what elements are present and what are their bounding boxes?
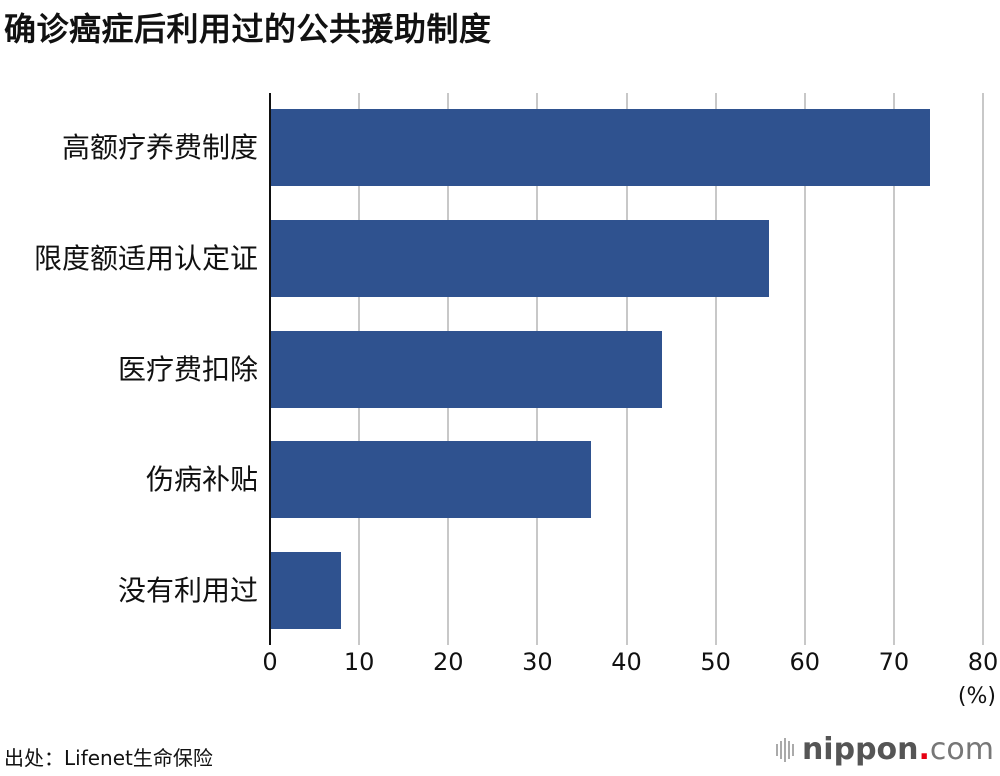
gridline <box>982 93 984 645</box>
x-tick-label: 60 <box>789 648 821 676</box>
x-tick-label: 20 <box>432 648 464 676</box>
x-tick-label: 40 <box>611 648 642 676</box>
x-tick-label: 0 <box>262 648 278 676</box>
x-tick-label: 30 <box>522 648 553 676</box>
bar <box>271 109 930 186</box>
logo-suffix: com <box>929 732 994 767</box>
nippon-logo: nippon.com <box>775 732 994 767</box>
category-label: 医疗费扣除 <box>117 353 258 386</box>
x-tick-label: 80 <box>967 648 999 676</box>
category-label: 限度额适用认定证 <box>33 242 258 275</box>
x-tick-label: 10 <box>343 648 375 676</box>
category-label: 高额疗养费制度 <box>61 131 258 164</box>
logo-dot: . <box>918 732 930 767</box>
category-label: 伤病补贴 <box>145 463 258 496</box>
gridline <box>892 93 895 645</box>
bar <box>271 552 342 629</box>
x-tick-label: 70 <box>878 648 910 676</box>
gridline <box>803 93 806 645</box>
bar <box>271 220 770 297</box>
bar <box>271 441 591 518</box>
x-axis-unit: (%) <box>957 684 996 709</box>
chart-title: 确诊癌症后利用过的公共援助制度 <box>4 10 492 48</box>
gridline <box>714 93 717 645</box>
x-tick-label: 50 <box>700 648 731 676</box>
category-label: 没有利用过 <box>117 574 258 607</box>
bar <box>271 331 663 408</box>
sound-bars-icon <box>775 737 794 762</box>
source-note: 出处：Lifenet生命保险 <box>4 746 213 770</box>
y-axis-line <box>269 93 271 645</box>
logo-text: nippon <box>801 732 919 767</box>
